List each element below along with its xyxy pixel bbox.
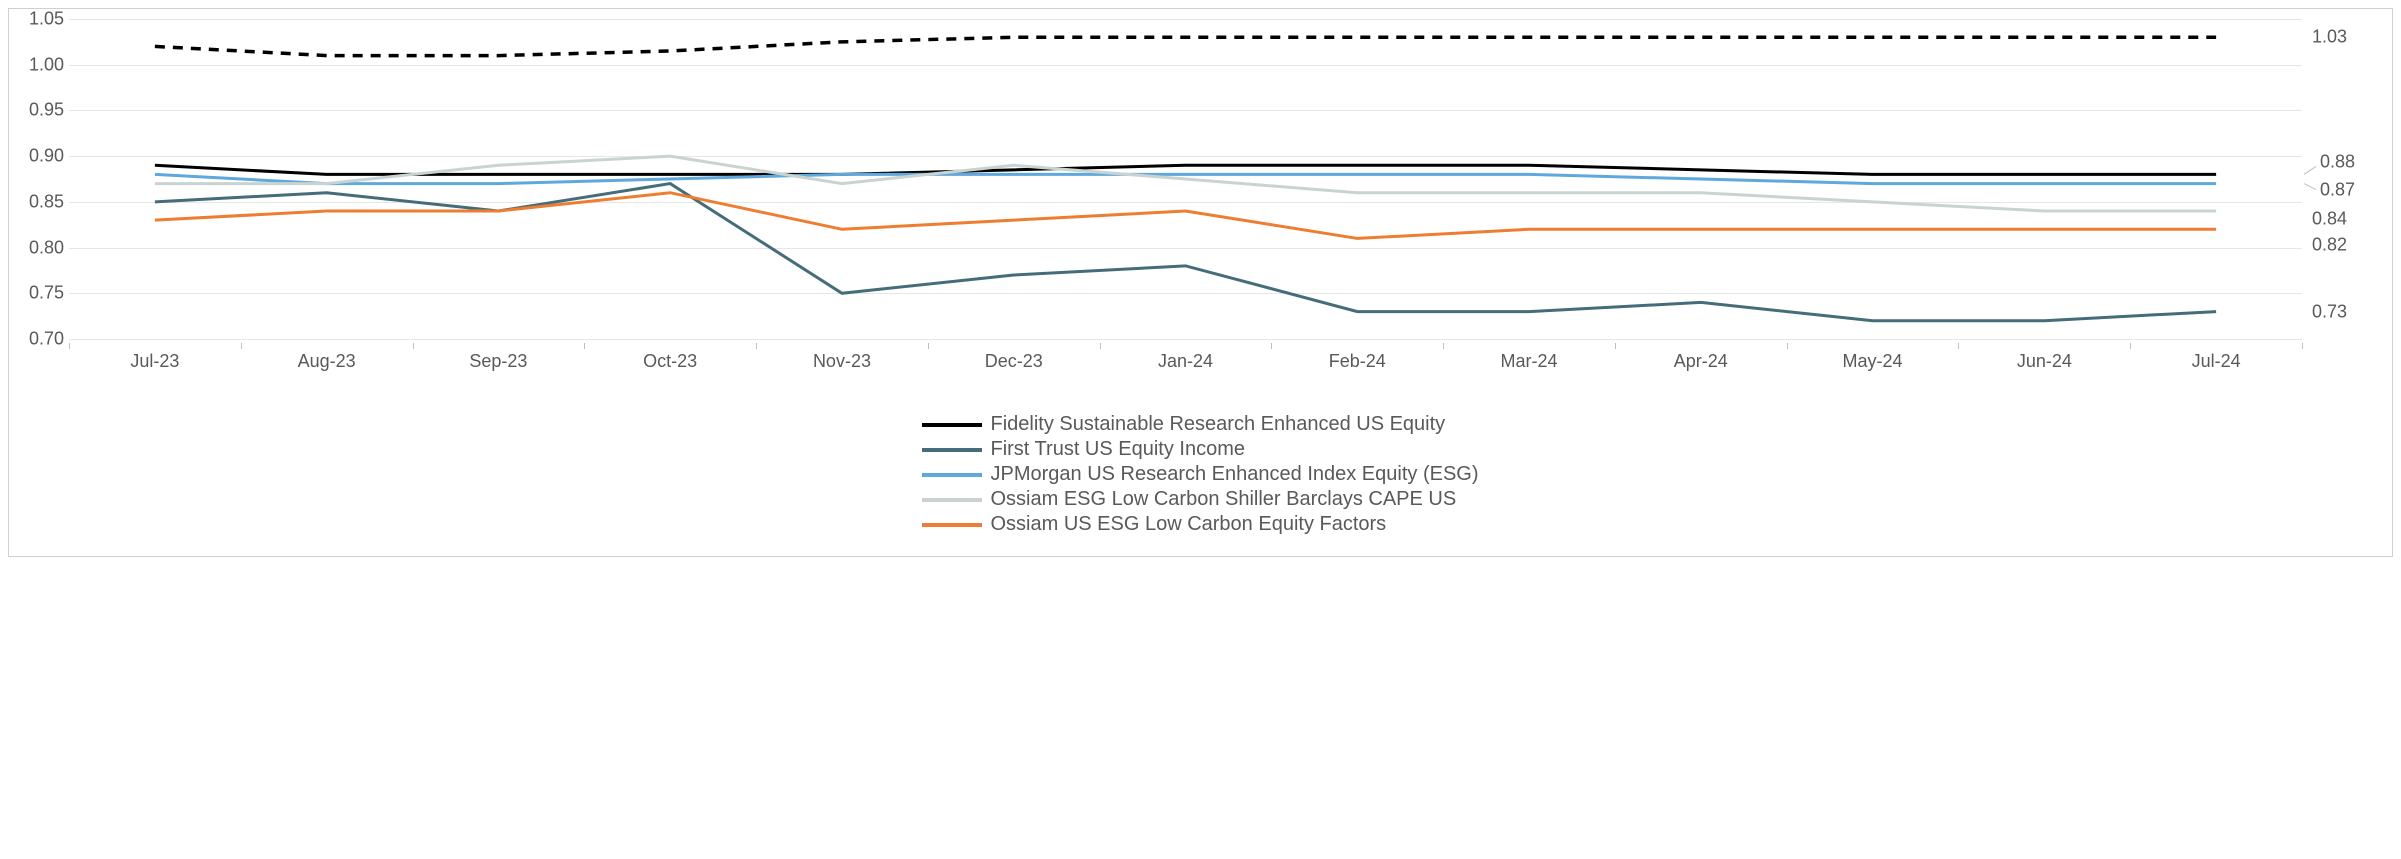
legend-item: Fidelity Sustainable Research Enhanced U… <box>922 413 1478 436</box>
legend-label: Ossiam US ESG Low Carbon Equity Factors <box>990 513 1386 536</box>
x-axis-label: Mar-24 <box>1501 351 1558 372</box>
end-value-label: 1.03 <box>2312 27 2347 48</box>
series-line <box>155 37 2216 55</box>
x-tick <box>2302 343 2303 349</box>
legend-swatch <box>922 448 982 452</box>
legend-label: Fidelity Sustainable Research Enhanced U… <box>990 413 1445 436</box>
x-axis-label: Sep-23 <box>469 351 527 372</box>
plot-area: 0.700.750.800.850.900.951.001.05 1.030.8… <box>69 19 2302 339</box>
legend: Fidelity Sustainable Research Enhanced U… <box>9 413 2392 536</box>
chart-lines <box>69 19 2302 339</box>
end-value-label: 0.82 <box>2312 235 2347 256</box>
legend-item: JPMorgan US Research Enhanced Index Equi… <box>922 463 1478 486</box>
y-axis-label: 1.05 <box>14 9 64 30</box>
x-axis-label: Jul-24 <box>2192 351 2241 372</box>
end-value-label: 0.73 <box>2312 301 2347 322</box>
legend-swatch <box>922 423 982 427</box>
x-axis-label: Feb-24 <box>1329 351 1386 372</box>
legend-label: Ossiam ESG Low Carbon Shiller Barclays C… <box>990 488 1456 511</box>
y-axis-label: 0.80 <box>14 237 64 258</box>
legend-label: JPMorgan US Research Enhanced Index Equi… <box>990 463 1478 486</box>
x-tick <box>413 343 414 349</box>
x-tick <box>1443 343 1444 349</box>
end-value-label: 0.84 <box>2312 209 2347 230</box>
x-axis: Jul-23 Aug-23 Sep-23 Oct-23 Nov-23 Dec-23 Jan-… <box>69 343 2302 383</box>
x-axis-label: Jun-24 <box>2017 351 2072 372</box>
end-value-label: 0.88 <box>2320 152 2355 173</box>
y-axis-label: 0.85 <box>14 191 64 212</box>
x-axis-label: Apr-24 <box>1674 351 1728 372</box>
legend-swatch <box>922 523 982 527</box>
x-tick <box>2130 343 2131 349</box>
x-tick <box>1271 343 1272 349</box>
legend-item: First Trust US Equity Income <box>922 438 1478 461</box>
legend-item: Ossiam US ESG Low Carbon Equity Factors <box>922 513 1478 536</box>
x-axis-label: Oct-23 <box>643 351 697 372</box>
x-axis-label: Dec-23 <box>985 351 1043 372</box>
x-axis-label: Nov-23 <box>813 351 871 372</box>
legend-swatch <box>922 473 982 477</box>
y-axis-label: 0.75 <box>14 283 64 304</box>
y-axis-label: 0.90 <box>14 146 64 167</box>
x-tick <box>756 343 757 349</box>
y-axis-label: 1.00 <box>14 54 64 75</box>
series-line <box>155 193 2216 239</box>
x-tick <box>1958 343 1959 349</box>
x-axis-label: Aug-23 <box>298 351 356 372</box>
y-axis-label: 0.70 <box>14 329 64 350</box>
legend-label: First Trust US Equity Income <box>990 438 1245 461</box>
x-tick <box>1787 343 1788 349</box>
y-axis-label: 0.95 <box>14 100 64 121</box>
x-axis-label: May-24 <box>1843 351 1903 372</box>
legend-item: Ossiam ESG Low Carbon Shiller Barclays C… <box>922 488 1478 511</box>
x-tick <box>1615 343 1616 349</box>
gridline <box>69 339 2302 340</box>
x-axis-label: Jan-24 <box>1158 351 1213 372</box>
x-axis-label: Jul-23 <box>130 351 179 372</box>
line-chart: 0.70 0.75 0.80 0.85 0.90 0.95 1.00 1.05 1.03 0.8… <box>8 8 2393 557</box>
x-tick <box>584 343 585 349</box>
x-tick <box>241 343 242 349</box>
end-value-label: 0.87 <box>2320 179 2355 200</box>
legend-swatch <box>922 498 982 502</box>
x-tick <box>928 343 929 349</box>
x-tick <box>69 343 70 349</box>
x-tick <box>1100 343 1101 349</box>
